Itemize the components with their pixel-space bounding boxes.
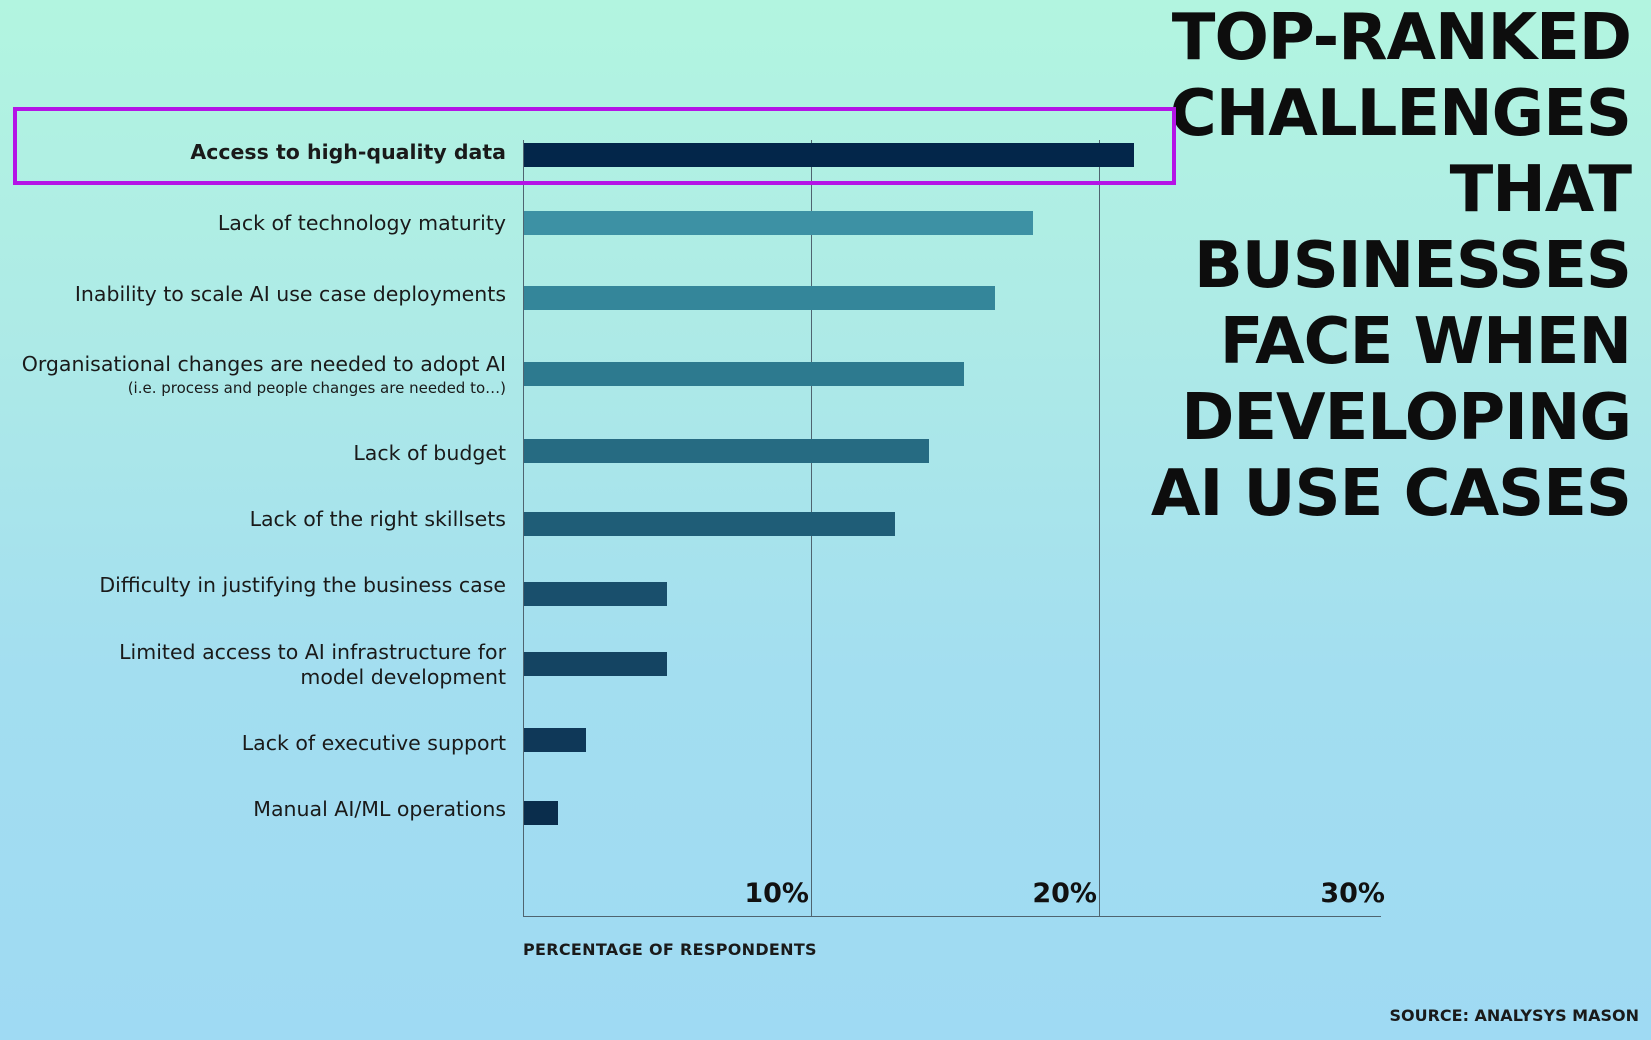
- category-label-line: Lack of budget: [353, 441, 506, 465]
- category-label-line: Limited access to AI infrastructure for: [119, 640, 506, 664]
- bar: [523, 211, 1033, 235]
- bar: [523, 286, 995, 310]
- x-tick-label: 30%: [1320, 878, 1385, 909]
- chart-title-line: BUSINESSES: [1193, 229, 1632, 303]
- category-label: Limited access to AI infrastructure for m…: [119, 640, 506, 689]
- category-label-line: Difficulty in justifying the business ca…: [99, 573, 506, 597]
- chart-title-line: FACE WHEN: [1219, 305, 1632, 379]
- y-axis-line: [523, 140, 524, 917]
- bar: [523, 143, 1134, 167]
- category-label: Difficulty in justifying the business ca…: [99, 573, 506, 598]
- highlight-box: [13, 107, 1176, 185]
- chart-title-line: CHALLENGES: [1169, 77, 1632, 151]
- category-label: Lack of executive support: [242, 731, 506, 756]
- category-label-line: Organisational changes are needed to ado…: [21, 352, 506, 376]
- category-label: Inability to scale AI use case deploymen…: [75, 282, 506, 307]
- chart-title-line: THAT: [1449, 153, 1632, 227]
- category-label: Lack of the right skillsets: [250, 507, 506, 532]
- category-label: Organisational changes are needed to ado…: [22, 352, 506, 397]
- chart-title-line: TOP-RANKED: [1171, 1, 1632, 75]
- category-label-line: Manual AI/ML operations: [253, 797, 506, 821]
- category-label-line: Inability to scale AI use case deploymen…: [74, 282, 506, 306]
- category-label: Lack of budget: [353, 441, 506, 466]
- category-label: Access to high-quality data: [190, 140, 506, 165]
- chart-title: TOP-RANKED CHALLENGES THAT BUSINESSES FACE W…: [1111, 0, 1632, 532]
- category-label-line: Lack of technology maturity: [217, 211, 506, 235]
- bar: [523, 362, 964, 386]
- x-tick-label: 10%: [744, 878, 809, 909]
- bar: [523, 652, 667, 676]
- source-note: SOURCE: ANALYSYS MASON: [1389, 1006, 1639, 1025]
- bar: [523, 728, 586, 752]
- x-axis-line: [523, 916, 1381, 917]
- category-label: Manual AI/ML operations: [253, 797, 506, 822]
- category-sublabel: (i.e. process and people changes are nee…: [127, 378, 506, 397]
- category-label-line: model development: [300, 664, 506, 689]
- x-axis-label: PERCENTAGE OF RESPONDENTS: [523, 940, 817, 959]
- chart-title-line: AI USE CASES: [1150, 457, 1632, 531]
- category-label-line: Lack of executive support: [241, 731, 506, 755]
- chart-title-line: DEVELOPING: [1181, 381, 1632, 455]
- category-label: Lack of technology maturity: [218, 211, 506, 236]
- bar: [523, 801, 558, 825]
- bar: [523, 582, 667, 606]
- category-label-line: Lack of the right skillsets: [249, 507, 506, 531]
- bar: [523, 512, 895, 536]
- x-tick-label: 20%: [1032, 878, 1097, 909]
- gridline: [1099, 140, 1100, 917]
- category-label-line: Access to high-quality data: [190, 140, 506, 164]
- bar: [523, 439, 929, 463]
